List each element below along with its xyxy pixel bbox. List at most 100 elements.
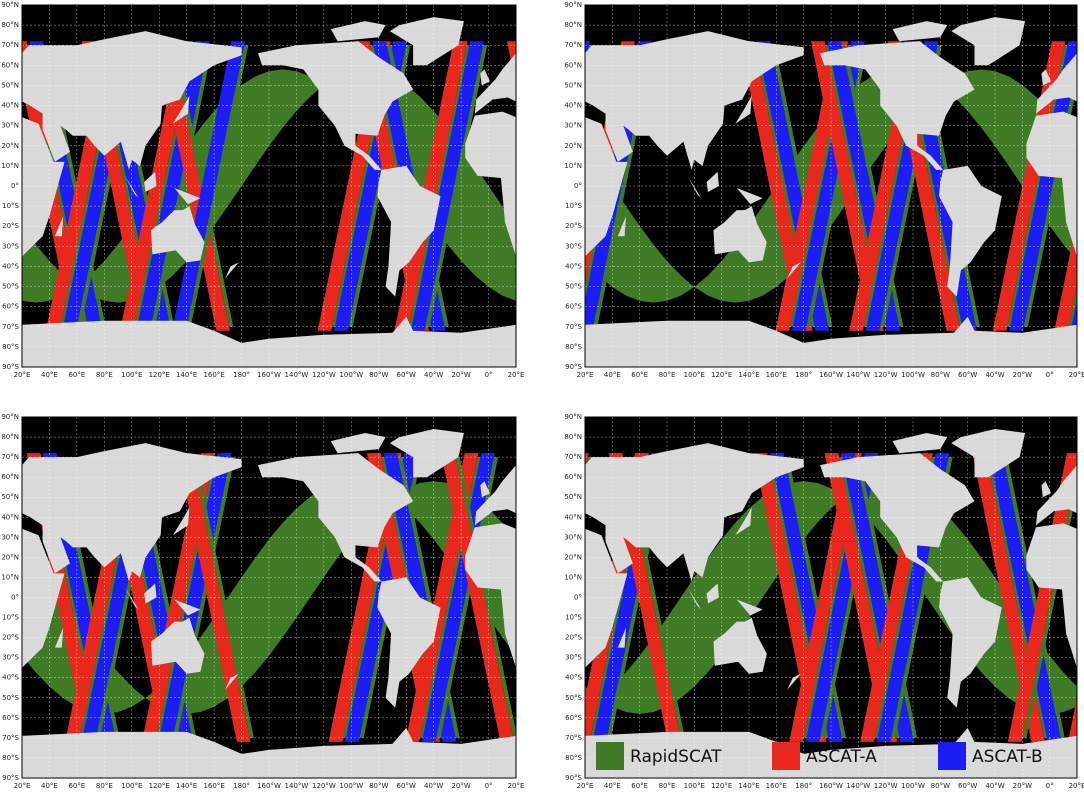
- lon-label: 120°W: [874, 782, 898, 790]
- lon-label: 80°E: [96, 371, 113, 379]
- lon-label: 60°W: [958, 371, 977, 379]
- lat-label: 20°S: [565, 222, 582, 230]
- lon-label: 60°E: [631, 371, 648, 379]
- lat-label: 20°N: [1, 553, 19, 561]
- lon-label: 20°E: [577, 371, 594, 379]
- lat-label: 0°: [11, 182, 19, 190]
- lat-label: 80°N: [1, 433, 19, 441]
- legend-label: ASCAT-B: [972, 747, 1043, 767]
- lon-label: 160°E: [766, 782, 787, 790]
- lon-label: 160°W: [819, 371, 843, 379]
- lat-label: 70°N: [564, 41, 582, 49]
- lon-label: 0°: [485, 371, 493, 379]
- lon-label: 160°E: [203, 782, 224, 790]
- lat-label: 90°N: [564, 1, 582, 9]
- lon-label: 40°E: [604, 782, 621, 790]
- lat-label: 20°N: [1, 142, 19, 150]
- lat-label: 60°N: [1, 61, 19, 69]
- lon-label: 160°W: [819, 782, 843, 790]
- land: [550, 69, 560, 85]
- lat-label: 60°S: [565, 303, 582, 311]
- lat-label: 90°S: [565, 363, 582, 371]
- lat-label: 70°N: [1, 453, 19, 461]
- lon-label: 20°W: [1013, 371, 1032, 379]
- land: [1077, 317, 1084, 367]
- lon-label: 40°W: [985, 371, 1004, 379]
- lat-label: 50°S: [2, 694, 19, 702]
- lon-label: 40°W: [424, 782, 443, 790]
- lon-label: 60°E: [631, 782, 648, 790]
- lat-label: 30°N: [1, 122, 19, 130]
- lon-label: 40°E: [41, 782, 58, 790]
- lat-label: 50°N: [564, 81, 582, 89]
- lon-label: 20°E: [577, 782, 594, 790]
- lon-label: 140°W: [285, 782, 309, 790]
- lat-label: 50°N: [1, 493, 19, 501]
- lat-label: 60°N: [564, 61, 582, 69]
- lon-label: 180°: [795, 782, 812, 790]
- lat-label: 30°S: [565, 242, 582, 250]
- lat-label: 50°N: [1, 81, 19, 89]
- lon-label: 40°W: [985, 782, 1004, 790]
- lat-label: 90°S: [565, 774, 582, 782]
- lon-label: 100°W: [339, 371, 363, 379]
- lat-label: 30°S: [565, 654, 582, 662]
- lon-label: 80°E: [96, 782, 113, 790]
- lon-label: 100°E: [684, 782, 705, 790]
- lat-label: 50°S: [565, 694, 582, 702]
- lon-label: 120°W: [312, 371, 336, 379]
- lat-label: 30°N: [1, 533, 19, 541]
- lon-label: 60°W: [958, 782, 977, 790]
- lon-label: 60°E: [68, 782, 85, 790]
- lon-label: 160°W: [257, 371, 281, 379]
- lon-label: 80°W: [369, 782, 388, 790]
- lat-label: 50°S: [2, 283, 19, 291]
- lat-label: 10°N: [1, 573, 19, 581]
- lat-label: 30°S: [2, 242, 19, 250]
- lon-label: 140°E: [738, 371, 759, 379]
- rapidscat-swath: [530, 457, 592, 738]
- lon-label: 80°W: [931, 782, 950, 790]
- legend-swatch: [772, 742, 800, 770]
- lat-label: 30°N: [564, 122, 582, 130]
- lat-label: 10°N: [1, 162, 19, 170]
- legend-swatch: [938, 742, 966, 770]
- lat-label: 80°S: [2, 754, 19, 762]
- lon-label: 0°: [485, 782, 493, 790]
- lon-label: 100°W: [901, 782, 925, 790]
- land: [550, 481, 560, 497]
- lon-label: 120°W: [312, 782, 336, 790]
- lon-label: 20°E: [14, 782, 31, 790]
- lat-label: 60°S: [2, 714, 19, 722]
- lat-label: 70°N: [1, 41, 19, 49]
- ascat-a-swath: [521, 453, 594, 742]
- lat-label: 80°S: [2, 343, 19, 351]
- lat-label: 90°S: [2, 774, 19, 782]
- lon-label: 100°E: [684, 371, 705, 379]
- lon-label: 160°E: [203, 371, 224, 379]
- lat-label: 70°S: [565, 734, 582, 742]
- lat-label: 30°N: [564, 533, 582, 541]
- lon-label: 140°E: [176, 371, 197, 379]
- lat-label: 20°N: [564, 142, 582, 150]
- lon-label: 60°W: [397, 371, 416, 379]
- lon-label: 120°E: [149, 371, 170, 379]
- lat-label: 60°S: [565, 714, 582, 722]
- lon-label: 80°W: [369, 371, 388, 379]
- lon-label: 20°E: [508, 782, 525, 790]
- lat-label: 90°N: [1, 413, 19, 421]
- lon-label: 0°: [1046, 371, 1054, 379]
- lon-label: 100°W: [339, 782, 363, 790]
- lat-label: 40°N: [1, 102, 19, 110]
- lat-label: 0°: [574, 182, 582, 190]
- lat-label: 80°S: [565, 343, 582, 351]
- lon-label: 20°E: [508, 371, 525, 379]
- lat-label: 60°N: [1, 473, 19, 481]
- legend-label: ASCAT-A: [806, 747, 877, 767]
- lon-label: 120°E: [711, 782, 732, 790]
- lon-label: 20°E: [1069, 782, 1084, 790]
- lat-label: 0°: [574, 594, 582, 602]
- lon-label: 40°E: [604, 371, 621, 379]
- lat-label: 40°S: [2, 674, 19, 682]
- lon-label: 140°E: [176, 782, 197, 790]
